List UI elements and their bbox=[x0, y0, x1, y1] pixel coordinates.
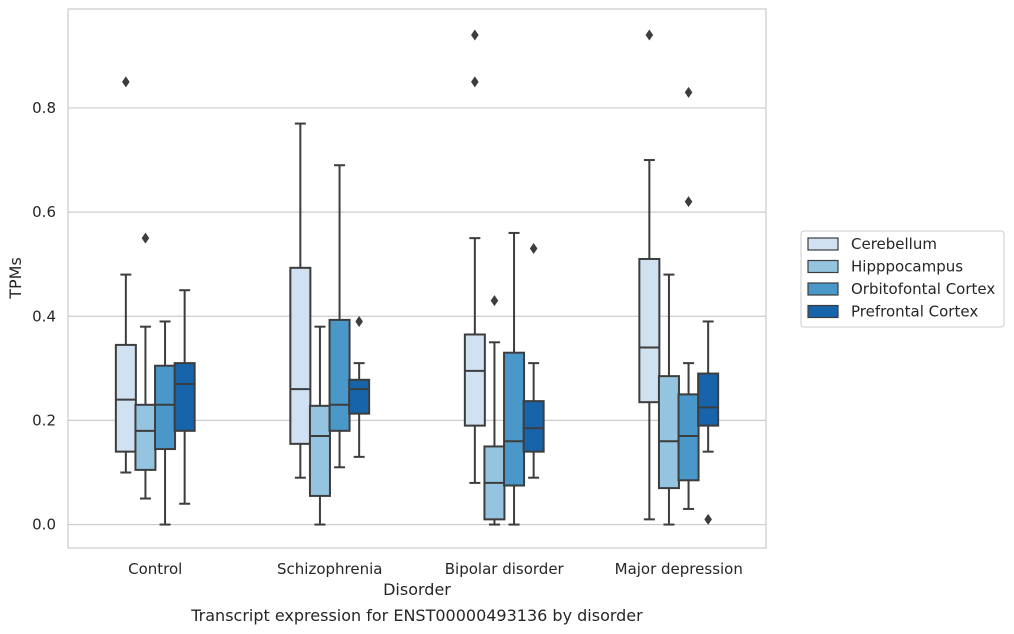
y-tick-label: 0.6 bbox=[32, 203, 56, 221]
x-axis-title: Disorder bbox=[383, 580, 451, 599]
y-axis-title: TPMs bbox=[6, 257, 25, 300]
y-tick-label: 0.4 bbox=[32, 307, 56, 325]
outlier-point bbox=[684, 86, 693, 98]
box-series bbox=[114, 29, 720, 526]
box-group bbox=[522, 243, 545, 479]
box-group bbox=[638, 29, 661, 521]
legend-swatch bbox=[807, 259, 839, 274]
outlier-point bbox=[645, 29, 654, 41]
box-body bbox=[638, 257, 661, 404]
y-tick-label: 0.8 bbox=[32, 99, 56, 117]
box-body bbox=[134, 403, 157, 471]
box-group bbox=[308, 325, 331, 526]
box-group bbox=[657, 273, 680, 526]
outlier-point bbox=[490, 295, 499, 307]
y-tick-label: 0.0 bbox=[32, 516, 56, 534]
box-body bbox=[503, 351, 526, 487]
box-body bbox=[154, 364, 177, 451]
legend-swatch bbox=[807, 304, 839, 319]
box-body bbox=[114, 343, 137, 453]
outlier-point bbox=[471, 29, 479, 41]
box-group bbox=[348, 315, 371, 458]
box-body bbox=[522, 400, 545, 453]
legend-frame bbox=[800, 230, 1005, 328]
y-tick-labels: 0.0 0.2 0.4 0.6 0.8 bbox=[32, 99, 56, 534]
legend-swatch bbox=[807, 237, 839, 251]
chart-caption: Transcript expression for ENST0000049313… bbox=[191, 606, 643, 625]
box-group bbox=[503, 231, 526, 526]
x-tick-label: Bipolar disorder bbox=[445, 560, 565, 578]
legend-swatch bbox=[807, 282, 839, 296]
box-body bbox=[463, 333, 486, 427]
plot-frame bbox=[67, 8, 767, 549]
box-group bbox=[677, 86, 700, 510]
legend-label: Cerebellum bbox=[851, 235, 937, 253]
box-group bbox=[173, 289, 196, 505]
box-body bbox=[308, 404, 331, 497]
box-group bbox=[483, 295, 506, 526]
legend-label: Prefrontal Cortex bbox=[851, 303, 978, 321]
outlier-point bbox=[355, 315, 363, 327]
x-tick-label: Control bbox=[128, 560, 182, 578]
box-group bbox=[697, 320, 720, 525]
outlier-point bbox=[122, 76, 130, 88]
box-group bbox=[463, 29, 486, 484]
box-group bbox=[114, 76, 137, 474]
x-tick-label: Schizophrenia bbox=[277, 560, 382, 578]
box-body bbox=[289, 266, 312, 445]
box-body bbox=[173, 362, 196, 432]
box-body bbox=[328, 318, 351, 432]
x-tick-label: Major depression bbox=[615, 560, 743, 578]
box-body bbox=[657, 375, 680, 490]
x-tick-labels: Control Schizophrenia Bipolar disorder Majo… bbox=[128, 560, 743, 578]
box-group bbox=[134, 232, 157, 500]
box-body bbox=[677, 393, 700, 482]
box-body bbox=[348, 378, 371, 415]
legend: Cerebellum Hipppocampus Orbitofontal Corte… bbox=[800, 230, 1005, 328]
box-body bbox=[697, 372, 720, 427]
y-tick-label: 0.2 bbox=[32, 411, 56, 429]
outlier-point bbox=[141, 232, 150, 244]
box-group bbox=[328, 164, 351, 469]
legend-label: Orbitofontal Cortex bbox=[851, 280, 995, 298]
outlier-point bbox=[704, 513, 712, 525]
outlier-point bbox=[684, 196, 693, 208]
legend-label: Hipppocampus bbox=[851, 258, 963, 276]
outlier-point bbox=[529, 243, 538, 255]
box-group bbox=[154, 320, 177, 526]
outlier-point bbox=[471, 76, 479, 88]
box-group bbox=[289, 122, 312, 479]
